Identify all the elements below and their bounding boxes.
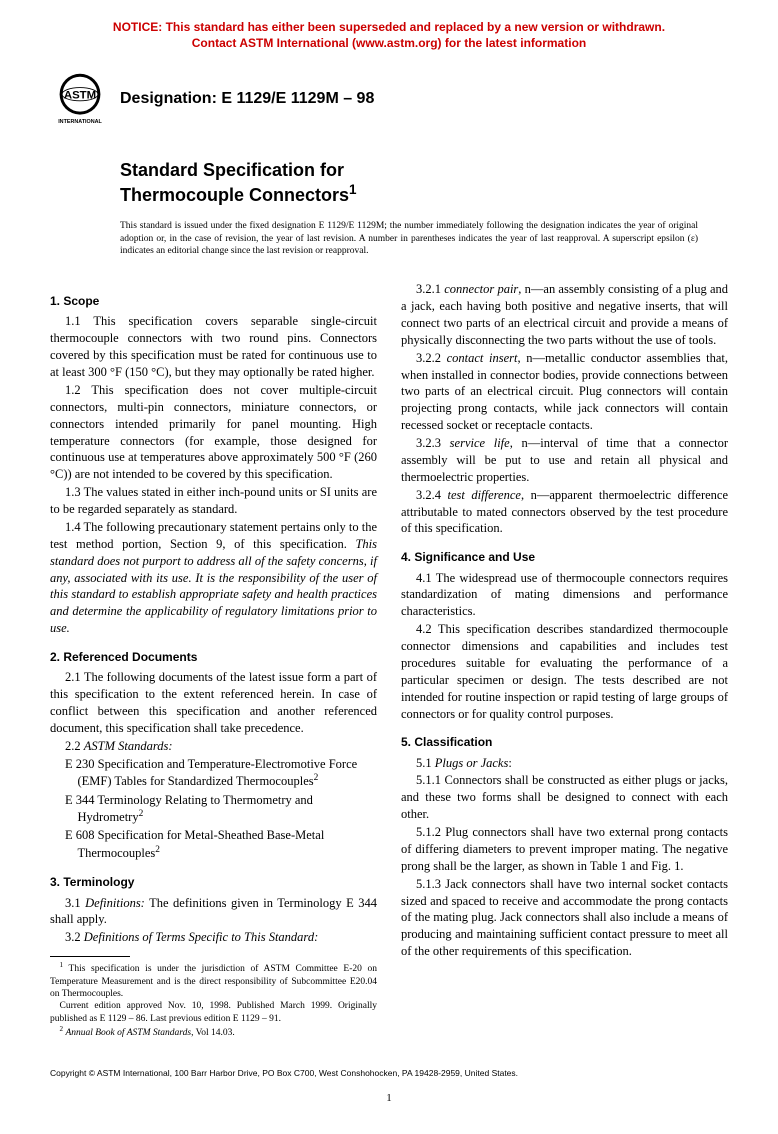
- notice-banner: NOTICE: This standard has either been su…: [50, 20, 728, 51]
- footnote-2: 2 Annual Book of ASTM Standards, Vol 14.…: [50, 1025, 377, 1040]
- section-4-head: 4. Significance and Use: [401, 549, 728, 565]
- def-3-2-1: 3.2.1 connector pair, n—an assembly cons…: [401, 281, 728, 349]
- para-1-4: 1.4 The following precautionary statemen…: [50, 519, 377, 637]
- para-4-1: 4.1 The widespread use of thermocouple c…: [401, 570, 728, 621]
- section-1-head: 1. Scope: [50, 293, 377, 309]
- logo-bottom-text: INTERNATIONAL: [58, 119, 102, 125]
- logo-top-text: ASTM: [64, 90, 96, 102]
- body-columns: 1. Scope 1.1 This specification covers s…: [50, 281, 728, 1039]
- header: ASTM INTERNATIONAL Designation: E 1129/E…: [50, 69, 728, 129]
- para-1-3: 1.3 The values stated in either inch-pou…: [50, 484, 377, 518]
- footnote-1b: Current edition approved Nov. 10, 1998. …: [50, 1000, 377, 1025]
- issue-note: This standard is issued under the fixed …: [120, 220, 698, 257]
- footnote-1: 1 This specification is under the jurisd…: [50, 961, 377, 1000]
- para-2-1: 2.1 The following documents of the lates…: [50, 669, 377, 737]
- copyright: Copyright © ASTM International, 100 Barr…: [50, 1068, 728, 1078]
- para-1-2: 1.2 This specification does not cover mu…: [50, 382, 377, 483]
- section-3-head: 3. Terminology: [50, 874, 377, 890]
- def-3-2-2: 3.2.2 contact insert, n—metallic conduct…: [401, 350, 728, 434]
- def-3-2-4: 3.2.4 test difference, n—apparent thermo…: [401, 487, 728, 538]
- footnotes: 1 This specification is under the jurisd…: [50, 961, 377, 1039]
- section-5-head: 5. Classification: [401, 734, 728, 750]
- para-5-1: 5.1 Plugs or Jacks:: [401, 755, 728, 772]
- para-5-1-1: 5.1.1 Connectors shall be constructed as…: [401, 772, 728, 823]
- title-superscript: 1: [349, 182, 357, 197]
- def-3-2-3: 3.2.3 service life, n—interval of time t…: [401, 435, 728, 486]
- ref-e230: E 230 Specification and Temperature-Elec…: [65, 756, 377, 791]
- title-line-2: Thermocouple Connectors: [120, 185, 349, 205]
- para-5-1-3: 5.1.3 Jack connectors shall have two int…: [401, 876, 728, 960]
- para-1-1: 1.1 This specification covers separable …: [50, 313, 377, 381]
- notice-line-2: Contact ASTM International (www.astm.org…: [192, 36, 586, 50]
- ref-e344: E 344 Terminology Relating to Thermometr…: [65, 792, 377, 827]
- page-number: 1: [50, 1092, 728, 1104]
- ref-e608: E 608 Specification for Metal-Sheathed B…: [65, 827, 377, 862]
- footnote-rule: [50, 956, 130, 957]
- para-3-2: 3.2 Definitions of Terms Specific to Thi…: [50, 929, 377, 946]
- astm-logo: ASTM INTERNATIONAL: [50, 69, 110, 129]
- section-2-head: 2. Referenced Documents: [50, 649, 377, 665]
- para-3-1: 3.1 Definitions: The definitions given i…: [50, 895, 377, 929]
- title-block: Standard Specification for Thermocouple …: [120, 159, 728, 206]
- para-2-2: 2.2 ASTM Standards:: [50, 738, 377, 755]
- title-line-1: Standard Specification for: [120, 160, 344, 180]
- document-page: NOTICE: This standard has either been su…: [0, 0, 778, 1134]
- para-5-1-2: 5.1.2 Plug connectors shall have two ext…: [401, 824, 728, 875]
- para-4-2: 4.2 This specification describes standar…: [401, 621, 728, 722]
- designation: Designation: E 1129/E 1129M – 98: [120, 90, 374, 108]
- notice-line-1: NOTICE: This standard has either been su…: [113, 20, 665, 34]
